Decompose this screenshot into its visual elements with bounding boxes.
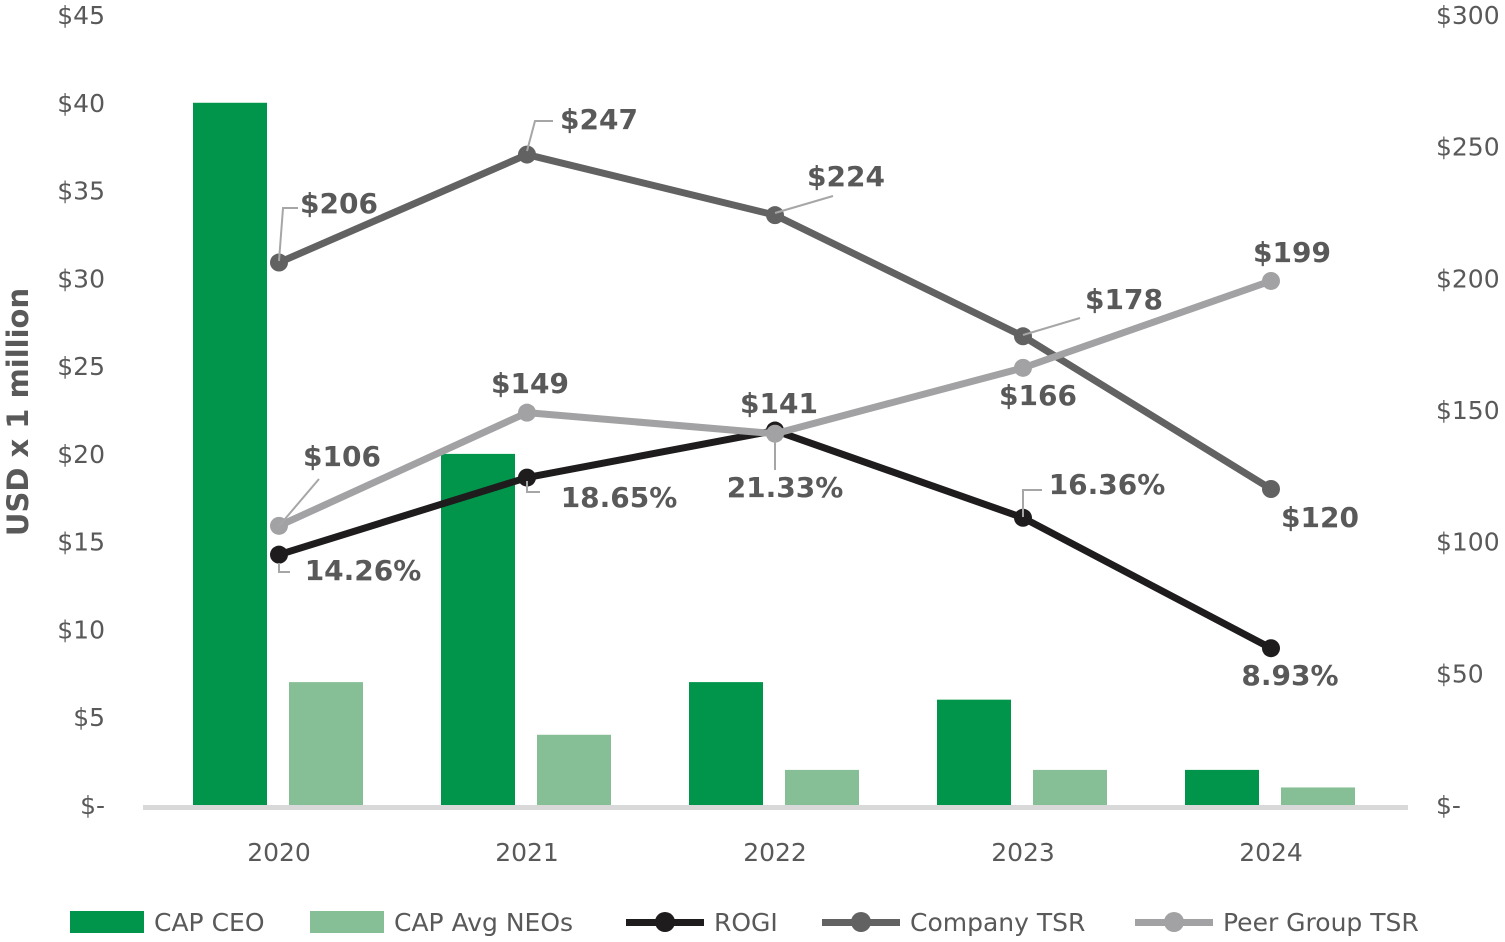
x-axis-ticks: 2020 2021 2022 2023 2024: [247, 838, 1303, 867]
point-rogi: [1014, 508, 1032, 527]
data-label-rogi: 16.36%: [1049, 468, 1166, 501]
point-peer-group-tsr: [1262, 271, 1280, 290]
data-label-rogi: 14.26%: [305, 554, 422, 587]
legend-item-cap-ceo: CAP CEO: [70, 902, 265, 942]
data-label-peer-group-tsr: $199: [1253, 236, 1331, 269]
data-label-rogi: 18.65%: [561, 481, 678, 514]
legend-swatch-cap-avg-neos: [310, 911, 384, 933]
right-tick-label: $100: [1436, 528, 1500, 557]
lines: [270, 145, 1280, 658]
data-label-company-tsr: $178: [1085, 283, 1163, 316]
y-axis-title: USD x 1 million: [1, 288, 35, 536]
legend-label-company-tsr: Company TSR: [910, 907, 1086, 937]
left-tick-label: $45: [57, 1, 105, 30]
point-company-tsr: [766, 206, 784, 225]
legend-label-peer-group-tsr: Peer Group TSR: [1223, 907, 1419, 937]
left-tick-label: $5: [73, 703, 105, 732]
left-tick-label: $35: [57, 177, 105, 206]
bar-cap-avg-neos: [1033, 769, 1107, 805]
point-peer-group-tsr: [766, 424, 784, 443]
left-tick-label: $-: [80, 791, 105, 820]
x-tick-label: 2022: [743, 838, 807, 867]
bar-cap-avg-neos: [1281, 787, 1355, 805]
bar-cap-ceo: [441, 453, 515, 805]
bar-cap-ceo: [1185, 769, 1259, 805]
point-company-tsr: [518, 145, 536, 164]
legend-label-cap-ceo: CAP CEO: [154, 907, 265, 937]
right-tick-label: $-: [1436, 791, 1461, 820]
right-tick-label: $250: [1436, 133, 1500, 162]
legend-label-cap-avg-neos: CAP Avg NEOs: [394, 907, 574, 937]
point-peer-group-tsr: [518, 403, 536, 422]
point-peer-group-tsr: [1014, 358, 1032, 377]
leader-line: [526, 120, 553, 152]
left-tick-label: $40: [57, 89, 105, 118]
right-tick-label: $200: [1436, 264, 1500, 293]
data-label-peer-group-tsr: $141: [740, 387, 818, 420]
data-label-rogi: 21.33%: [727, 471, 844, 504]
left-tick-label: $15: [57, 528, 105, 557]
leader-line: [526, 481, 540, 493]
x-tick-label: 2024: [1239, 838, 1303, 867]
x-tick-label: 2023: [991, 838, 1055, 867]
data-labels: 14.26% 18.65% 21.33% 16.36% 8.93% $206 $247 $22…: [300, 103, 1359, 692]
bar-cap-avg-neos: [289, 682, 363, 805]
data-label-peer-group-tsr: $106: [303, 440, 381, 473]
left-axis-ticks: $- $5 $10 $15 $20 $25 $30 $35 $40 $45: [57, 1, 105, 820]
leader-line: [1022, 317, 1081, 336]
leader-line: [1022, 489, 1042, 517]
legend-swatch-rogi: [626, 911, 704, 933]
point-rogi: [270, 545, 288, 564]
leader-line: [278, 207, 298, 262]
point-company-tsr: [1014, 327, 1032, 346]
bar-cap-avg-neos: [785, 769, 859, 805]
left-tick-label: $10: [57, 615, 105, 644]
right-tick-label: $150: [1436, 396, 1500, 425]
legend-item-company-tsr: Company TSR: [822, 902, 1085, 942]
bar-cap-ceo: [193, 102, 267, 806]
left-tick-label: $25: [57, 352, 105, 381]
bars: [193, 102, 1355, 806]
bar-cap-avg-neos: [537, 734, 611, 805]
left-tick-label: $30: [57, 264, 105, 293]
x-tick-label: 2020: [247, 838, 311, 867]
point-company-tsr: [270, 253, 288, 272]
legend: CAP CEO CAP Avg NEOs ROGI Company TSR Pe…: [0, 902, 1505, 942]
leader-line: [774, 195, 834, 214]
right-axis-ticks: $- $50 $100 $150 $200 $250 $300: [1436, 1, 1500, 820]
data-label-peer-group-tsr: $149: [491, 367, 569, 400]
data-label-peer-group-tsr: $166: [999, 379, 1077, 412]
right-tick-label: $50: [1436, 659, 1484, 688]
chart-svg: USD x 1 million $- $5 $10 $15 $20 $25 $30 $35 $4…: [1, 1, 1500, 867]
x-tick-label: 2021: [495, 838, 559, 867]
data-label-company-tsr: $224: [807, 160, 885, 193]
bar-cap-ceo: [937, 699, 1011, 805]
left-tick-label: $20: [57, 440, 105, 469]
point-rogi: [1262, 639, 1280, 658]
label-leaders: [278, 120, 1081, 573]
bar-cap-ceo: [689, 682, 763, 805]
data-label-company-tsr: $247: [560, 103, 638, 136]
data-label-rogi: 8.93%: [1241, 659, 1338, 692]
leader-line: [278, 563, 290, 573]
legend-swatch-peer-group-tsr: [1135, 911, 1213, 933]
legend-item-rogi: ROGI: [626, 902, 778, 942]
legend-swatch-company-tsr: [822, 911, 900, 933]
legend-swatch-cap-ceo: [70, 911, 144, 933]
legend-item-cap-avg-neos: CAP Avg NEOs: [310, 902, 573, 942]
right-tick-label: $300: [1436, 1, 1500, 30]
point-company-tsr: [1262, 480, 1280, 498]
data-label-company-tsr: $120: [1281, 501, 1359, 534]
data-label-company-tsr: $206: [300, 187, 378, 220]
legend-label-rogi: ROGI: [714, 907, 778, 937]
legend-item-peer-group-tsr: Peer Group TSR: [1135, 902, 1419, 942]
leader-line: [278, 478, 320, 527]
point-rogi: [518, 468, 536, 487]
